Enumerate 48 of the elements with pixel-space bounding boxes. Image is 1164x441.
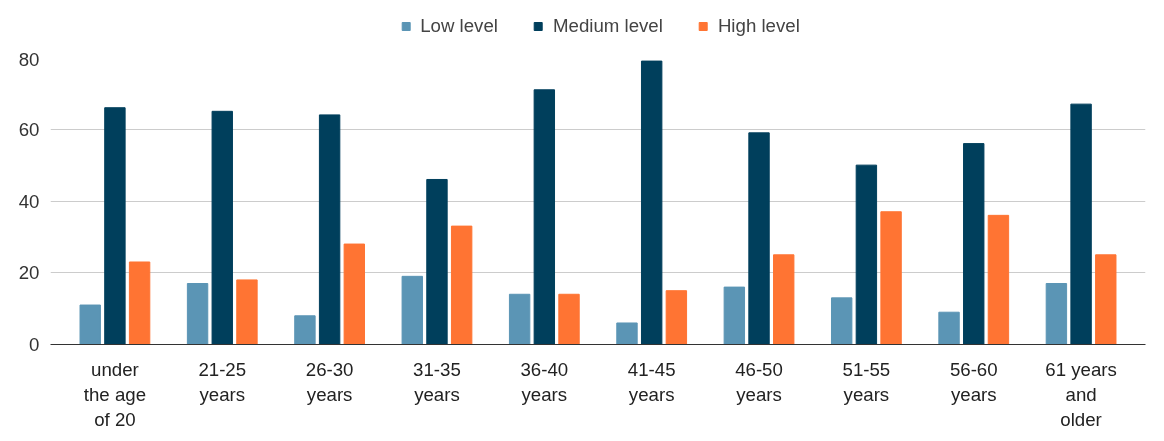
x-tick-label: 36-40 years xyxy=(520,358,569,405)
legend-label: Medium level xyxy=(552,15,663,37)
bar xyxy=(1045,283,1068,345)
bar xyxy=(533,89,556,345)
bar xyxy=(128,261,151,345)
bar xyxy=(318,114,341,345)
bar xyxy=(236,279,258,345)
bar xyxy=(880,211,902,345)
x-tick-label: 26-30 years xyxy=(305,358,354,405)
bar xyxy=(79,304,101,345)
bar xyxy=(343,243,366,345)
y-tick-label: 0 xyxy=(29,334,40,355)
x-tick-label: under the age of 20 xyxy=(83,358,147,430)
bar xyxy=(938,311,960,345)
x-tick-label: 61 years and older xyxy=(1045,358,1117,430)
bar xyxy=(186,283,209,345)
bar xyxy=(830,297,853,345)
bar xyxy=(773,254,795,345)
bar xyxy=(616,322,638,345)
legend-label: High level xyxy=(717,15,800,37)
bar xyxy=(294,315,316,345)
bar xyxy=(508,293,531,345)
bar xyxy=(401,275,423,345)
bar xyxy=(558,293,580,345)
bar xyxy=(1095,254,1117,345)
x-tick-label: 56-60 years xyxy=(949,358,998,405)
bar xyxy=(987,214,1010,345)
bar xyxy=(1070,103,1092,345)
y-tick-label: 80 xyxy=(18,48,40,70)
bar xyxy=(640,60,663,345)
bar xyxy=(665,290,688,345)
x-tick-label: 51-55 years xyxy=(842,358,891,405)
bar xyxy=(211,110,233,345)
bar xyxy=(748,132,770,345)
y-tick-label: 40 xyxy=(18,190,40,212)
legend-label: Low level xyxy=(420,15,498,37)
x-tick-label: 31-35 years xyxy=(413,358,461,405)
bar xyxy=(723,286,746,345)
y-tick-label: 60 xyxy=(18,118,40,140)
bar xyxy=(450,225,473,345)
bar xyxy=(426,178,448,345)
x-tick-label: 41-45 years xyxy=(627,358,676,405)
bar xyxy=(855,164,878,345)
bar xyxy=(963,143,985,345)
y-tick-label: 20 xyxy=(18,262,40,284)
x-tick-label: 46-50 years xyxy=(735,358,783,405)
bar xyxy=(104,107,126,345)
x-tick-label: 21-25 years xyxy=(198,358,247,405)
